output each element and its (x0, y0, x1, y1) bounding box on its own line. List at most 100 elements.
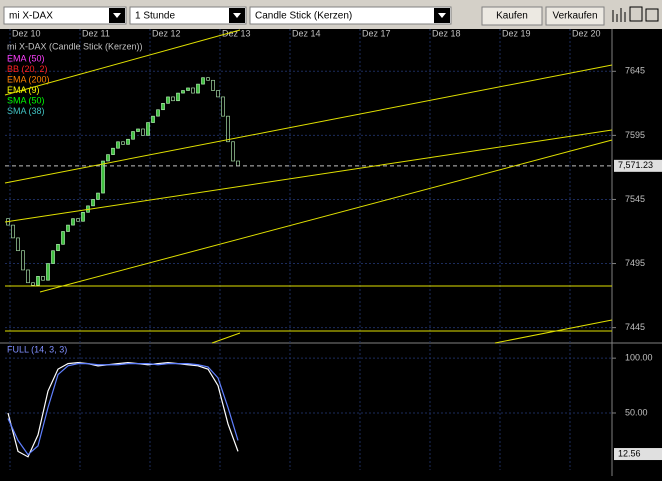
window-icon[interactable] (629, 6, 643, 22)
style-text: Candle Stick (Kerzen) (255, 11, 352, 22)
candle (216, 90, 220, 98)
date-label: Dez 10 (12, 28, 41, 38)
candle (61, 231, 65, 245)
candle (26, 269, 30, 284)
panel-title: mi X-DAX (Candle Stick (Kerzen)) (7, 41, 143, 51)
candle (171, 96, 175, 102)
candle (101, 160, 105, 194)
last-price-label: 12.56 (618, 448, 641, 458)
candle (221, 96, 225, 117)
candle (46, 263, 50, 281)
candle (126, 138, 130, 145)
candle (156, 109, 160, 117)
candle (191, 87, 195, 94)
chart-icon[interactable] (612, 8, 626, 22)
indicator-legend: SMA (50) (7, 95, 45, 105)
sell-text: Verkaufen (552, 11, 597, 22)
candle (141, 128, 145, 136)
trend-line (4, 29, 241, 96)
y-tick-label: 100.00 (625, 353, 653, 363)
candle (96, 192, 100, 200)
y-tick-label: 7495 (625, 258, 645, 268)
candle (31, 282, 35, 286)
candle (151, 115, 155, 123)
indicator-legend: SMA (38) (7, 106, 45, 116)
candle (181, 90, 185, 94)
candle (231, 141, 235, 162)
candle (211, 79, 215, 91)
trend-line (494, 319, 613, 344)
candle (71, 218, 75, 226)
dropdown-arrow (438, 13, 446, 18)
candle (226, 115, 230, 143)
date-label: Dez 13 (222, 28, 251, 38)
y-tick-label: 7445 (625, 322, 645, 332)
last-price-label: 7,571.23 (618, 160, 653, 170)
candle (36, 276, 40, 286)
trend-lines (4, 29, 613, 344)
symbol-text: mi X-DAX (9, 11, 53, 22)
symbol-select[interactable] (3, 6, 127, 25)
candle (236, 160, 240, 167)
date-label: Dez 20 (572, 28, 601, 38)
indicator-legend: EMA (200) (7, 74, 50, 84)
maximize-icon[interactable] (645, 8, 659, 22)
trend-line (4, 129, 613, 223)
trend-line (4, 64, 613, 184)
date-label: Dez 18 (432, 28, 461, 38)
candle (91, 199, 95, 207)
candle (11, 224, 15, 239)
y-tick-label: 7595 (625, 130, 645, 140)
dropdown-arrow (233, 13, 241, 18)
candle (51, 250, 55, 264)
candle (116, 141, 120, 149)
interval-select[interactable] (129, 6, 247, 25)
sell-button[interactable] (545, 6, 605, 26)
y-tick-label: 50.00 (625, 407, 648, 417)
candle (81, 211, 85, 222)
indicator-legend: BB (20, 2) (7, 64, 48, 74)
candle (161, 103, 165, 111)
stochastic-line (7, 361, 239, 458)
candle (66, 224, 70, 232)
candle (21, 250, 25, 271)
date-label: Dez 19 (502, 28, 531, 38)
y-tick-label: 7645 (625, 66, 645, 76)
date-label: Dez 12 (152, 28, 181, 38)
candle (201, 77, 205, 85)
candle (146, 122, 150, 136)
candle (106, 154, 110, 162)
trend-line (211, 332, 241, 344)
candle (196, 83, 200, 94)
last-price-box (614, 159, 662, 172)
buy-text: Kaufen (496, 11, 528, 22)
y-tick-label: 7545 (625, 194, 645, 204)
indicator-legend: EMA (50) (7, 53, 45, 63)
date-label: Dez 17 (362, 28, 391, 38)
candle (186, 87, 190, 91)
candle (76, 218, 80, 222)
candle (121, 141, 125, 145)
date-label: Dez 11 (82, 28, 110, 38)
dropdown-arrow (113, 13, 121, 18)
toolbar: mi X-DAX 1 Stunde Candle Stick (Kerzen) … (0, 0, 662, 29)
interval-text: 1 Stunde (135, 11, 175, 22)
buy-button[interactable] (481, 6, 543, 26)
candle (136, 128, 140, 132)
stochastic-line (7, 363, 239, 456)
candle (16, 237, 20, 252)
plot-layer: 7445 7495 7545 7595 7645 Dez 10 Dez 11 Dez 12 De… (5, 28, 662, 470)
candle (131, 131, 135, 140)
candle (206, 77, 210, 81)
trend-line (39, 139, 613, 293)
candle (111, 147, 115, 155)
style-select[interactable] (249, 6, 452, 25)
candle (41, 276, 45, 281)
date-label: Dez 14 (292, 28, 321, 38)
candle (176, 92, 180, 102)
candle (56, 244, 60, 252)
panel-title: FULL (14, 3, 3) (7, 344, 67, 354)
